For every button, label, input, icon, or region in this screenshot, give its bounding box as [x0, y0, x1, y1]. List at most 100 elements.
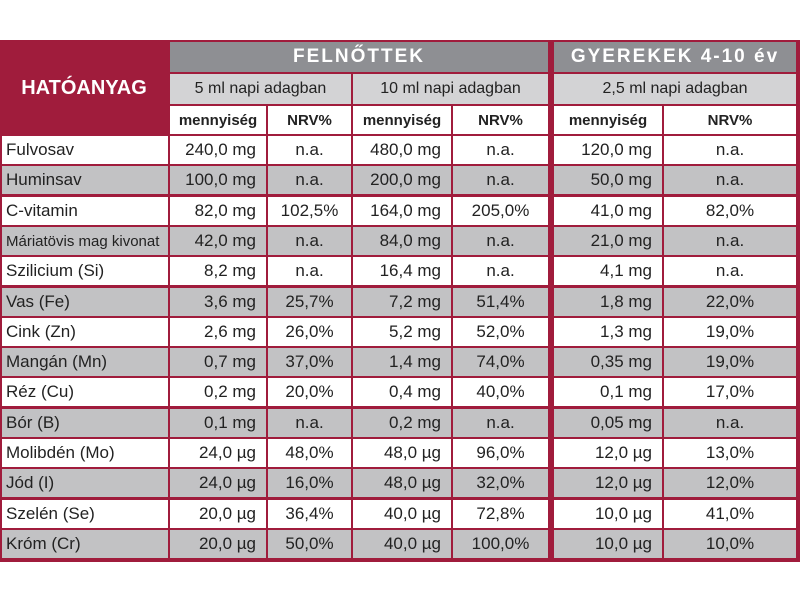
dose-10ml-header: 10 ml napi adagban	[353, 74, 548, 104]
adult-10ml-quantity: 84,0 mg	[353, 227, 451, 255]
adult-10ml-nrv: n.a.	[453, 227, 548, 255]
col-nrv-a: NRV%	[268, 106, 351, 134]
child-nrv: 19,0%	[664, 318, 796, 346]
child-nrv: 10,0%	[664, 530, 796, 558]
child-nrv: 17,0%	[664, 378, 796, 406]
adult-5ml-nrv: 37,0%	[268, 348, 351, 376]
child-nrv: 19,0%	[664, 348, 796, 376]
adult-10ml-nrv: 72,8%	[453, 500, 548, 528]
nutrient-name: Szelén (Se)	[2, 500, 168, 528]
adult-10ml-nrv: 74,0%	[453, 348, 548, 376]
adult-5ml-quantity: 24,0 µg	[170, 469, 266, 497]
adult-10ml-quantity: 1,4 mg	[353, 348, 451, 376]
child-nrv: 12,0%	[664, 469, 796, 497]
adult-10ml-nrv: 32,0%	[453, 469, 548, 497]
nutrient-name: Fulvosav	[2, 136, 168, 164]
adult-10ml-nrv: n.a.	[453, 409, 548, 437]
child-quantity: 4,1 mg	[554, 257, 662, 285]
adult-5ml-quantity: 0,7 mg	[170, 348, 266, 376]
adult-10ml-nrv: n.a.	[453, 166, 548, 194]
nutrient-name: C-vitamin	[2, 197, 168, 225]
adult-10ml-nrv: 51,4%	[453, 288, 548, 316]
gyerekek-header: GYEREKEK 4-10 év	[554, 42, 796, 72]
child-nrv: n.a.	[664, 409, 796, 437]
hatoanyag-header: HATÓANYAG	[21, 76, 147, 99]
child-quantity: 10,0 µg	[554, 500, 662, 528]
adult-5ml-nrv: n.a.	[268, 136, 351, 164]
child-quantity: 12,0 µg	[554, 439, 662, 467]
adult-5ml-quantity: 240,0 mg	[170, 136, 266, 164]
child-quantity: 120,0 mg	[554, 136, 662, 164]
child-nrv: 82,0%	[664, 197, 796, 225]
adult-10ml-quantity: 5,2 mg	[353, 318, 451, 346]
adult-10ml-quantity: 0,4 mg	[353, 378, 451, 406]
adult-10ml-nrv: n.a.	[453, 257, 548, 285]
child-nrv: 22,0%	[664, 288, 796, 316]
adult-10ml-quantity: 16,4 mg	[353, 257, 451, 285]
adult-5ml-nrv: n.a.	[268, 227, 351, 255]
adult-5ml-quantity: 3,6 mg	[170, 288, 266, 316]
dose-25ml-header: 2,5 ml napi adagban	[554, 74, 796, 104]
adult-5ml-nrv: n.a.	[268, 409, 351, 437]
adult-10ml-nrv: 40,0%	[453, 378, 548, 406]
child-quantity: 1,8 mg	[554, 288, 662, 316]
child-nrv: n.a.	[664, 136, 796, 164]
child-quantity: 10,0 µg	[554, 530, 662, 558]
adult-5ml-nrv: 20,0%	[268, 378, 351, 406]
nutrient-name: Jód (I)	[2, 469, 168, 497]
adult-5ml-nrv: 102,5%	[268, 197, 351, 225]
adult-5ml-quantity: 0,1 mg	[170, 409, 266, 437]
adult-10ml-quantity: 40,0 µg	[353, 530, 451, 558]
adult-10ml-quantity: 48,0 µg	[353, 439, 451, 467]
adult-5ml-nrv: 50,0%	[268, 530, 351, 558]
adult-5ml-quantity: 2,6 mg	[170, 318, 266, 346]
adult-5ml-quantity: 24,0 µg	[170, 439, 266, 467]
nutrient-name: Cink (Zn)	[2, 318, 168, 346]
child-quantity: 1,3 mg	[554, 318, 662, 346]
nutrient-name: Mangán (Mn)	[2, 348, 168, 376]
child-nrv: n.a.	[664, 166, 796, 194]
adult-10ml-nrv: 52,0%	[453, 318, 548, 346]
adult-10ml-nrv: 205,0%	[453, 197, 548, 225]
adult-10ml-quantity: 48,0 µg	[353, 469, 451, 497]
nutrient-name: Bór (B)	[2, 409, 168, 437]
adult-10ml-quantity: 40,0 µg	[353, 500, 451, 528]
adult-5ml-quantity: 82,0 mg	[170, 197, 266, 225]
child-nrv: n.a.	[664, 257, 796, 285]
col-nrv-c: NRV%	[664, 106, 796, 134]
adult-5ml-nrv: 16,0%	[268, 469, 351, 497]
child-quantity: 12,0 µg	[554, 469, 662, 497]
col-mennyiseg-b: mennyiség	[353, 106, 451, 134]
adult-10ml-nrv: 96,0%	[453, 439, 548, 467]
nutrient-name: Huminsav	[2, 166, 168, 194]
child-quantity: 0,1 mg	[554, 378, 662, 406]
adult-5ml-nrv: n.a.	[268, 166, 351, 194]
dose-5ml-header: 5 ml napi adagban	[170, 74, 351, 104]
adult-10ml-quantity: 0,2 mg	[353, 409, 451, 437]
nutrient-name: Króm (Cr)	[2, 530, 168, 558]
adult-5ml-quantity: 42,0 mg	[170, 227, 266, 255]
nutrient-name: Réz (Cu)	[2, 378, 168, 406]
adult-5ml-nrv: 48,0%	[268, 439, 351, 467]
adult-5ml-quantity: 100,0 mg	[170, 166, 266, 194]
adult-5ml-nrv: 25,7%	[268, 288, 351, 316]
adult-5ml-nrv: 36,4%	[268, 500, 351, 528]
col-mennyiseg-c: mennyiség	[554, 106, 662, 134]
felnottek-header: FELNŐTTEK	[170, 42, 548, 72]
child-quantity: 41,0 mg	[554, 197, 662, 225]
adult-10ml-nrv: 100,0%	[453, 530, 548, 558]
child-nrv: 13,0%	[664, 439, 796, 467]
adult-10ml-quantity: 200,0 mg	[353, 166, 451, 194]
adult-5ml-quantity: 20,0 µg	[170, 500, 266, 528]
adult-5ml-nrv: n.a.	[268, 257, 351, 285]
nutrient-name: Máriatövis mag kivonat	[2, 227, 168, 255]
col-mennyiseg-a: mennyiség	[170, 106, 266, 134]
nutrient-name: Szilicium (Si)	[2, 257, 168, 285]
nutrient-name: Vas (Fe)	[2, 288, 168, 316]
child-nrv: 41,0%	[664, 500, 796, 528]
adult-5ml-quantity: 20,0 µg	[170, 530, 266, 558]
child-quantity: 50,0 mg	[554, 166, 662, 194]
child-quantity: 0,05 mg	[554, 409, 662, 437]
adult-5ml-quantity: 0,2 mg	[170, 378, 266, 406]
